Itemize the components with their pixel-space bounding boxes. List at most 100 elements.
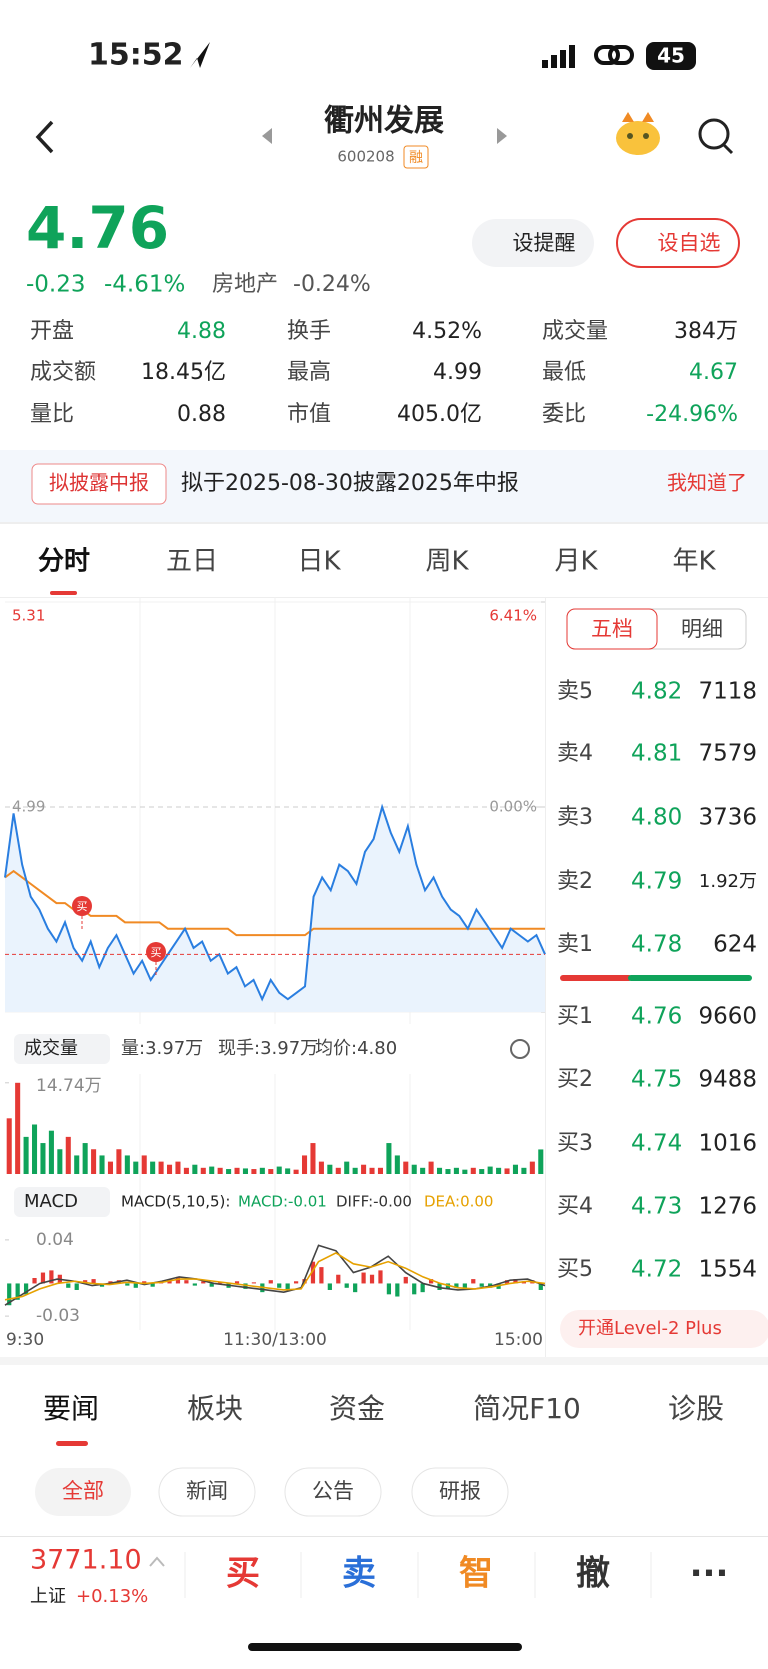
volume-bar	[217, 1167, 223, 1174]
trade-mark: 买	[151, 946, 162, 959]
trade-mark-dot	[72, 896, 92, 916]
alert-button[interactable]: 设提醒	[513, 231, 576, 255]
index-value[interactable]: 3771.10	[30, 1545, 142, 1576]
book-tab[interactable]: 五档	[591, 617, 633, 641]
macd-bar	[277, 1283, 282, 1288]
volume-bar	[470, 1167, 476, 1174]
macd-selector[interactable]: MACD	[24, 1191, 78, 1212]
stat-value: 4.88	[177, 319, 226, 344]
filter-pill-bg[interactable]	[35, 1468, 131, 1516]
volume-bar	[487, 1166, 493, 1174]
notice-tag: 拟披露中报	[49, 471, 149, 495]
macd-bar	[175, 1276, 181, 1284]
selector-bg[interactable]	[14, 1034, 110, 1064]
stat-label: 市值	[287, 402, 331, 427]
macd-bar	[142, 1281, 147, 1284]
filter-pill[interactable]: 公告	[312, 1479, 354, 1503]
back-button[interactable]	[35, 120, 54, 154]
divider	[0, 522, 768, 524]
action-button[interactable]: 智	[459, 1554, 493, 1594]
action-button[interactable]: 卖	[342, 1554, 376, 1594]
stat-label: 成交量	[542, 319, 608, 344]
price-change-pct: -4.61%	[104, 272, 185, 298]
volume-bar	[23, 1136, 29, 1174]
volume-bar	[259, 1167, 265, 1174]
volume-selector[interactable]: 成交量	[24, 1038, 78, 1059]
action-button[interactable]: 撤	[576, 1554, 610, 1594]
action-button[interactable]: ···	[690, 1554, 729, 1594]
book-level: 买1	[557, 1004, 593, 1029]
macd-bar	[15, 1283, 20, 1300]
price-area	[5, 807, 545, 1012]
book-tab[interactable]: 明细	[681, 617, 723, 641]
macd-tick-label: -0.03	[36, 1306, 80, 1326]
mascot-icon[interactable]	[616, 112, 660, 155]
upgrade-link[interactable]: 开通Level-2 Plus	[578, 1318, 722, 1339]
next-stock[interactable]	[497, 128, 507, 144]
chart-tab[interactable]: 月K	[554, 547, 598, 577]
news-tab[interactable]: 简况F10	[473, 1392, 581, 1425]
book-level: 卖2	[557, 869, 593, 894]
watch-button[interactable]: 设自选	[658, 231, 721, 255]
ask-strength	[560, 975, 632, 981]
filter-pill-bg[interactable]	[411, 1467, 509, 1517]
macd-bar	[344, 1283, 349, 1288]
chart-tab[interactable]: 分时	[38, 547, 90, 577]
chart-tab[interactable]: 年K	[672, 547, 716, 577]
alert-button-bg[interactable]	[472, 219, 594, 267]
prev-stock[interactable]	[262, 128, 272, 144]
macd-bar	[395, 1283, 400, 1297]
watch-button-bg[interactable]	[616, 218, 740, 268]
notice-tag-box	[31, 463, 167, 505]
book-level: 卖5	[557, 679, 593, 704]
selector-bg[interactable]	[14, 1187, 110, 1217]
volume-bar	[496, 1167, 502, 1174]
sector-pct[interactable]: -0.24%	[293, 272, 371, 297]
upgrade-bg[interactable]	[560, 1310, 768, 1348]
notice-dismiss[interactable]: 我知道了	[667, 471, 747, 495]
filter-pill-bg[interactable]	[158, 1467, 256, 1517]
price-tick-label: 5.31	[12, 607, 45, 625]
news-tab[interactable]: 资金	[329, 1392, 385, 1425]
volume-bar	[285, 1168, 291, 1174]
chart-tab[interactable]: 日K	[297, 547, 341, 577]
chart-tab[interactable]: 周K	[425, 547, 469, 577]
news-tab[interactable]: 诊股	[668, 1392, 724, 1425]
volume-bar	[293, 1169, 299, 1174]
index-pct[interactable]: +0.13%	[76, 1586, 148, 1607]
volume-bar	[276, 1166, 282, 1174]
stat-label: 换手	[287, 319, 331, 344]
macd-bar	[479, 1283, 484, 1287]
macd-bar	[327, 1283, 332, 1290]
action-button[interactable]: 买	[226, 1554, 260, 1594]
volume-bar	[521, 1167, 527, 1174]
notice-text[interactable]: 拟于2025-08-30披露2025年中报	[181, 471, 519, 496]
book-level: 卖3	[557, 805, 593, 830]
book-level: 买5	[557, 1257, 593, 1282]
book-volume: 624	[713, 932, 757, 958]
news-tab[interactable]: 要闻	[43, 1392, 99, 1425]
search-button[interactable]	[698, 118, 734, 155]
filter-pill[interactable]: 新闻	[186, 1479, 228, 1503]
price-tick-label: 4.99	[12, 798, 45, 816]
news-tab[interactable]: 板块	[187, 1392, 243, 1425]
volume-bar	[512, 1164, 518, 1174]
margin-tag-box	[403, 145, 429, 169]
clock: 15:52	[88, 38, 184, 73]
time-label: 11:30/13:00	[223, 1330, 327, 1350]
chart-tab[interactable]: 五日	[166, 547, 218, 577]
sector-name[interactable]: 房地产	[212, 272, 278, 297]
book-price: 4.82	[631, 679, 682, 705]
stock-code: 600208	[337, 148, 394, 166]
book-price: 4.80	[631, 805, 682, 831]
macd-tick-label: 0.04	[36, 1230, 74, 1250]
volume-bar	[369, 1167, 375, 1174]
filter-pill[interactable]: 全部	[62, 1479, 104, 1503]
filter-pill-bg[interactable]	[284, 1467, 382, 1517]
stat-label: 开盘	[30, 319, 74, 344]
filter-pill[interactable]: 研报	[439, 1479, 481, 1503]
link-icon	[594, 45, 634, 65]
index-name[interactable]: 上证	[30, 1586, 66, 1607]
settings-button[interactable]	[510, 1039, 530, 1059]
